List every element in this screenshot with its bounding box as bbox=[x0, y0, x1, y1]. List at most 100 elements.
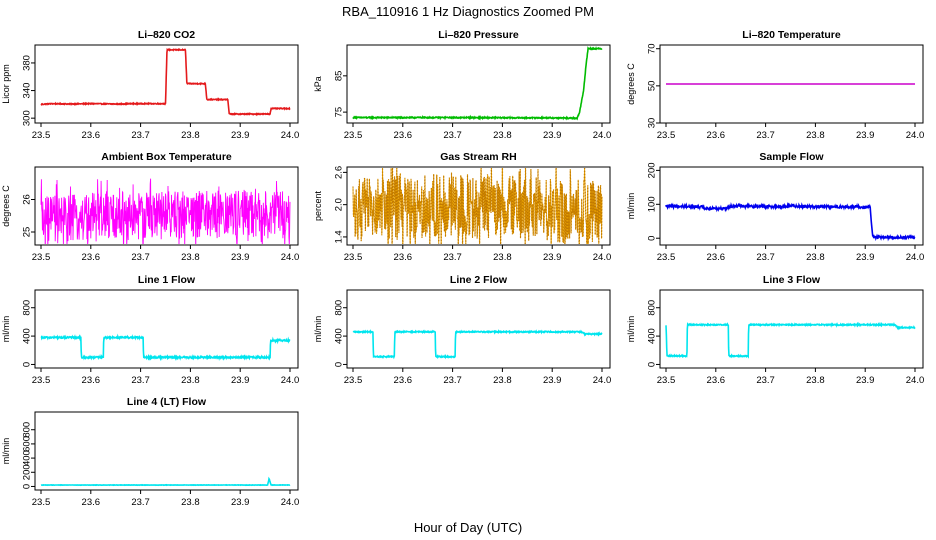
x-tick-label: 23.5 bbox=[657, 252, 676, 263]
x-tick-label: 23.6 bbox=[707, 375, 726, 386]
data-series bbox=[352, 329, 603, 360]
y-tick-label: 50 bbox=[647, 81, 658, 92]
x-tick-label: 23.7 bbox=[131, 130, 150, 141]
x-tick-label: 23.6 bbox=[707, 252, 726, 263]
x-tick-label: 24.0 bbox=[281, 130, 300, 141]
x-tick-label: 23.9 bbox=[231, 375, 250, 386]
y-tick-label: 340 bbox=[22, 83, 33, 99]
x-tick-label: 23.7 bbox=[756, 130, 775, 141]
x-tick-label: 23.6 bbox=[82, 130, 101, 141]
x-tick-label: 23.7 bbox=[443, 375, 462, 386]
x-tick-label: 23.6 bbox=[82, 497, 101, 508]
panel-9: Line 3 Flow ml/min 0 400 800 23.5 23.6 23.7 23.8… bbox=[626, 274, 924, 386]
x-tick-label: 23.7 bbox=[756, 252, 775, 263]
y-tick-label: 0 bbox=[22, 484, 33, 489]
x-tick-label: 23.5 bbox=[344, 252, 363, 263]
x-tick-label: 23.7 bbox=[131, 497, 150, 508]
panel-title: Li–820 Pressure bbox=[438, 29, 519, 41]
panel-7: Line 1 Flow ml/min 0 400 800 23.5 23.6 23.7 23.8… bbox=[1, 274, 299, 386]
x-tick-label: 23.8 bbox=[181, 130, 200, 141]
x-tick-label: 23.5 bbox=[344, 130, 363, 141]
panel-title: Line 4 (LT) Flow bbox=[127, 396, 207, 408]
y-axis-label: ml/min bbox=[1, 316, 11, 343]
x-tick-label: 23.5 bbox=[657, 375, 676, 386]
x-tick-label: 23.9 bbox=[856, 130, 875, 141]
plot-frame bbox=[659, 289, 924, 369]
y-tick-label: 0 bbox=[334, 362, 345, 367]
y-tick-label: 380 bbox=[22, 55, 33, 71]
x-tick-label: 23.7 bbox=[131, 252, 150, 263]
x-tick-label: 24.0 bbox=[281, 497, 300, 508]
x-tick-label: 23.6 bbox=[82, 252, 101, 263]
x-tick-label: 23.6 bbox=[394, 252, 413, 263]
x-tick-label: 24.0 bbox=[281, 252, 300, 263]
x-tick-label: 23.9 bbox=[543, 375, 562, 386]
y-tick-label: 400 bbox=[647, 328, 658, 344]
data-series bbox=[665, 201, 916, 242]
y-tick-label: 800 bbox=[22, 300, 33, 316]
data-series bbox=[665, 321, 916, 359]
x-tick-label: 23.6 bbox=[394, 375, 413, 386]
panel-2: Li–820 Pressure kPa 75 85 23.5 23.6 23.7 23.8 23… bbox=[313, 29, 611, 141]
y-tick-label: 30 bbox=[647, 118, 658, 129]
y-tick-label: 1.4 bbox=[334, 230, 345, 243]
y-tick-label: 2.0 bbox=[334, 198, 345, 211]
x-tick-label: 23.9 bbox=[856, 375, 875, 386]
x-tick-label: 23.9 bbox=[856, 252, 875, 263]
x-tick-label: 23.8 bbox=[806, 375, 825, 386]
x-tick-label: 23.8 bbox=[806, 130, 825, 141]
panel-6: Sample Flow ml/min 0 100 200 23.5 23.6 23.7 23.8… bbox=[626, 151, 924, 263]
panel-title: Li–820 CO2 bbox=[138, 29, 195, 41]
panel-title: Gas Stream RH bbox=[440, 151, 516, 163]
x-tick-label: 23.9 bbox=[231, 130, 250, 141]
y-tick-label: 0 bbox=[647, 362, 658, 367]
y-tick-label: 75 bbox=[334, 107, 345, 118]
panel-title: Line 3 Flow bbox=[763, 274, 821, 286]
panel-5: Gas Stream RH percent 1.4 2.0 2.6 23.5 23.6 23.… bbox=[313, 151, 611, 263]
x-tick-label: 23.5 bbox=[657, 130, 676, 141]
x-tick-label: 23.8 bbox=[493, 375, 512, 386]
panel-4: Ambient Box Temperature degrees C 25 26 23.5… bbox=[1, 151, 299, 263]
x-tick-label: 23.7 bbox=[131, 375, 150, 386]
plot-frame bbox=[346, 166, 611, 246]
y-tick-label: 25 bbox=[22, 227, 33, 238]
y-tick-label: 800 bbox=[334, 300, 345, 316]
x-tick-label: 23.9 bbox=[543, 252, 562, 263]
plot-frame bbox=[659, 166, 924, 246]
y-tick-label: 400 bbox=[22, 328, 33, 344]
plot-frame bbox=[34, 289, 299, 369]
y-tick-label: 0 bbox=[647, 236, 658, 241]
y-tick-label: 200 bbox=[22, 464, 33, 480]
x-tick-label: 23.8 bbox=[181, 252, 200, 263]
y-axis-label: degrees C bbox=[626, 63, 636, 105]
x-tick-label: 23.5 bbox=[32, 252, 51, 263]
data-series bbox=[40, 178, 291, 244]
x-tick-label: 24.0 bbox=[593, 130, 612, 141]
plot-frame bbox=[659, 44, 924, 124]
y-tick-label: 70 bbox=[647, 43, 658, 54]
plot-frame bbox=[346, 44, 611, 124]
data-series bbox=[352, 46, 603, 121]
data-points bbox=[352, 168, 603, 244]
plot-frame bbox=[34, 166, 299, 246]
x-tick-label: 24.0 bbox=[593, 375, 612, 386]
y-tick-label: 400 bbox=[22, 450, 33, 466]
x-tick-label: 23.7 bbox=[443, 252, 462, 263]
x-tick-label: 23.7 bbox=[443, 130, 462, 141]
y-tick-label: 26 bbox=[22, 194, 33, 205]
panel-title: Sample Flow bbox=[759, 151, 824, 163]
x-tick-label: 23.7 bbox=[756, 375, 775, 386]
y-tick-label: 800 bbox=[647, 300, 658, 316]
y-tick-label: 0 bbox=[22, 362, 33, 367]
y-tick-label: 300 bbox=[22, 110, 33, 126]
y-tick-label: 2.6 bbox=[334, 166, 345, 179]
panel-1: Li–820 CO2 Licor ppm 300 340 380 23.5 23.6 23.7… bbox=[1, 29, 299, 141]
x-tick-label: 24.0 bbox=[906, 252, 925, 263]
panel-8: Line 2 Flow ml/min 0 400 800 23.5 23.6 23.7 23.8… bbox=[313, 274, 611, 386]
x-tick-label: 24.0 bbox=[281, 375, 300, 386]
panel-title: Line 1 Flow bbox=[138, 274, 196, 286]
y-axis-label: degrees C bbox=[1, 185, 11, 227]
